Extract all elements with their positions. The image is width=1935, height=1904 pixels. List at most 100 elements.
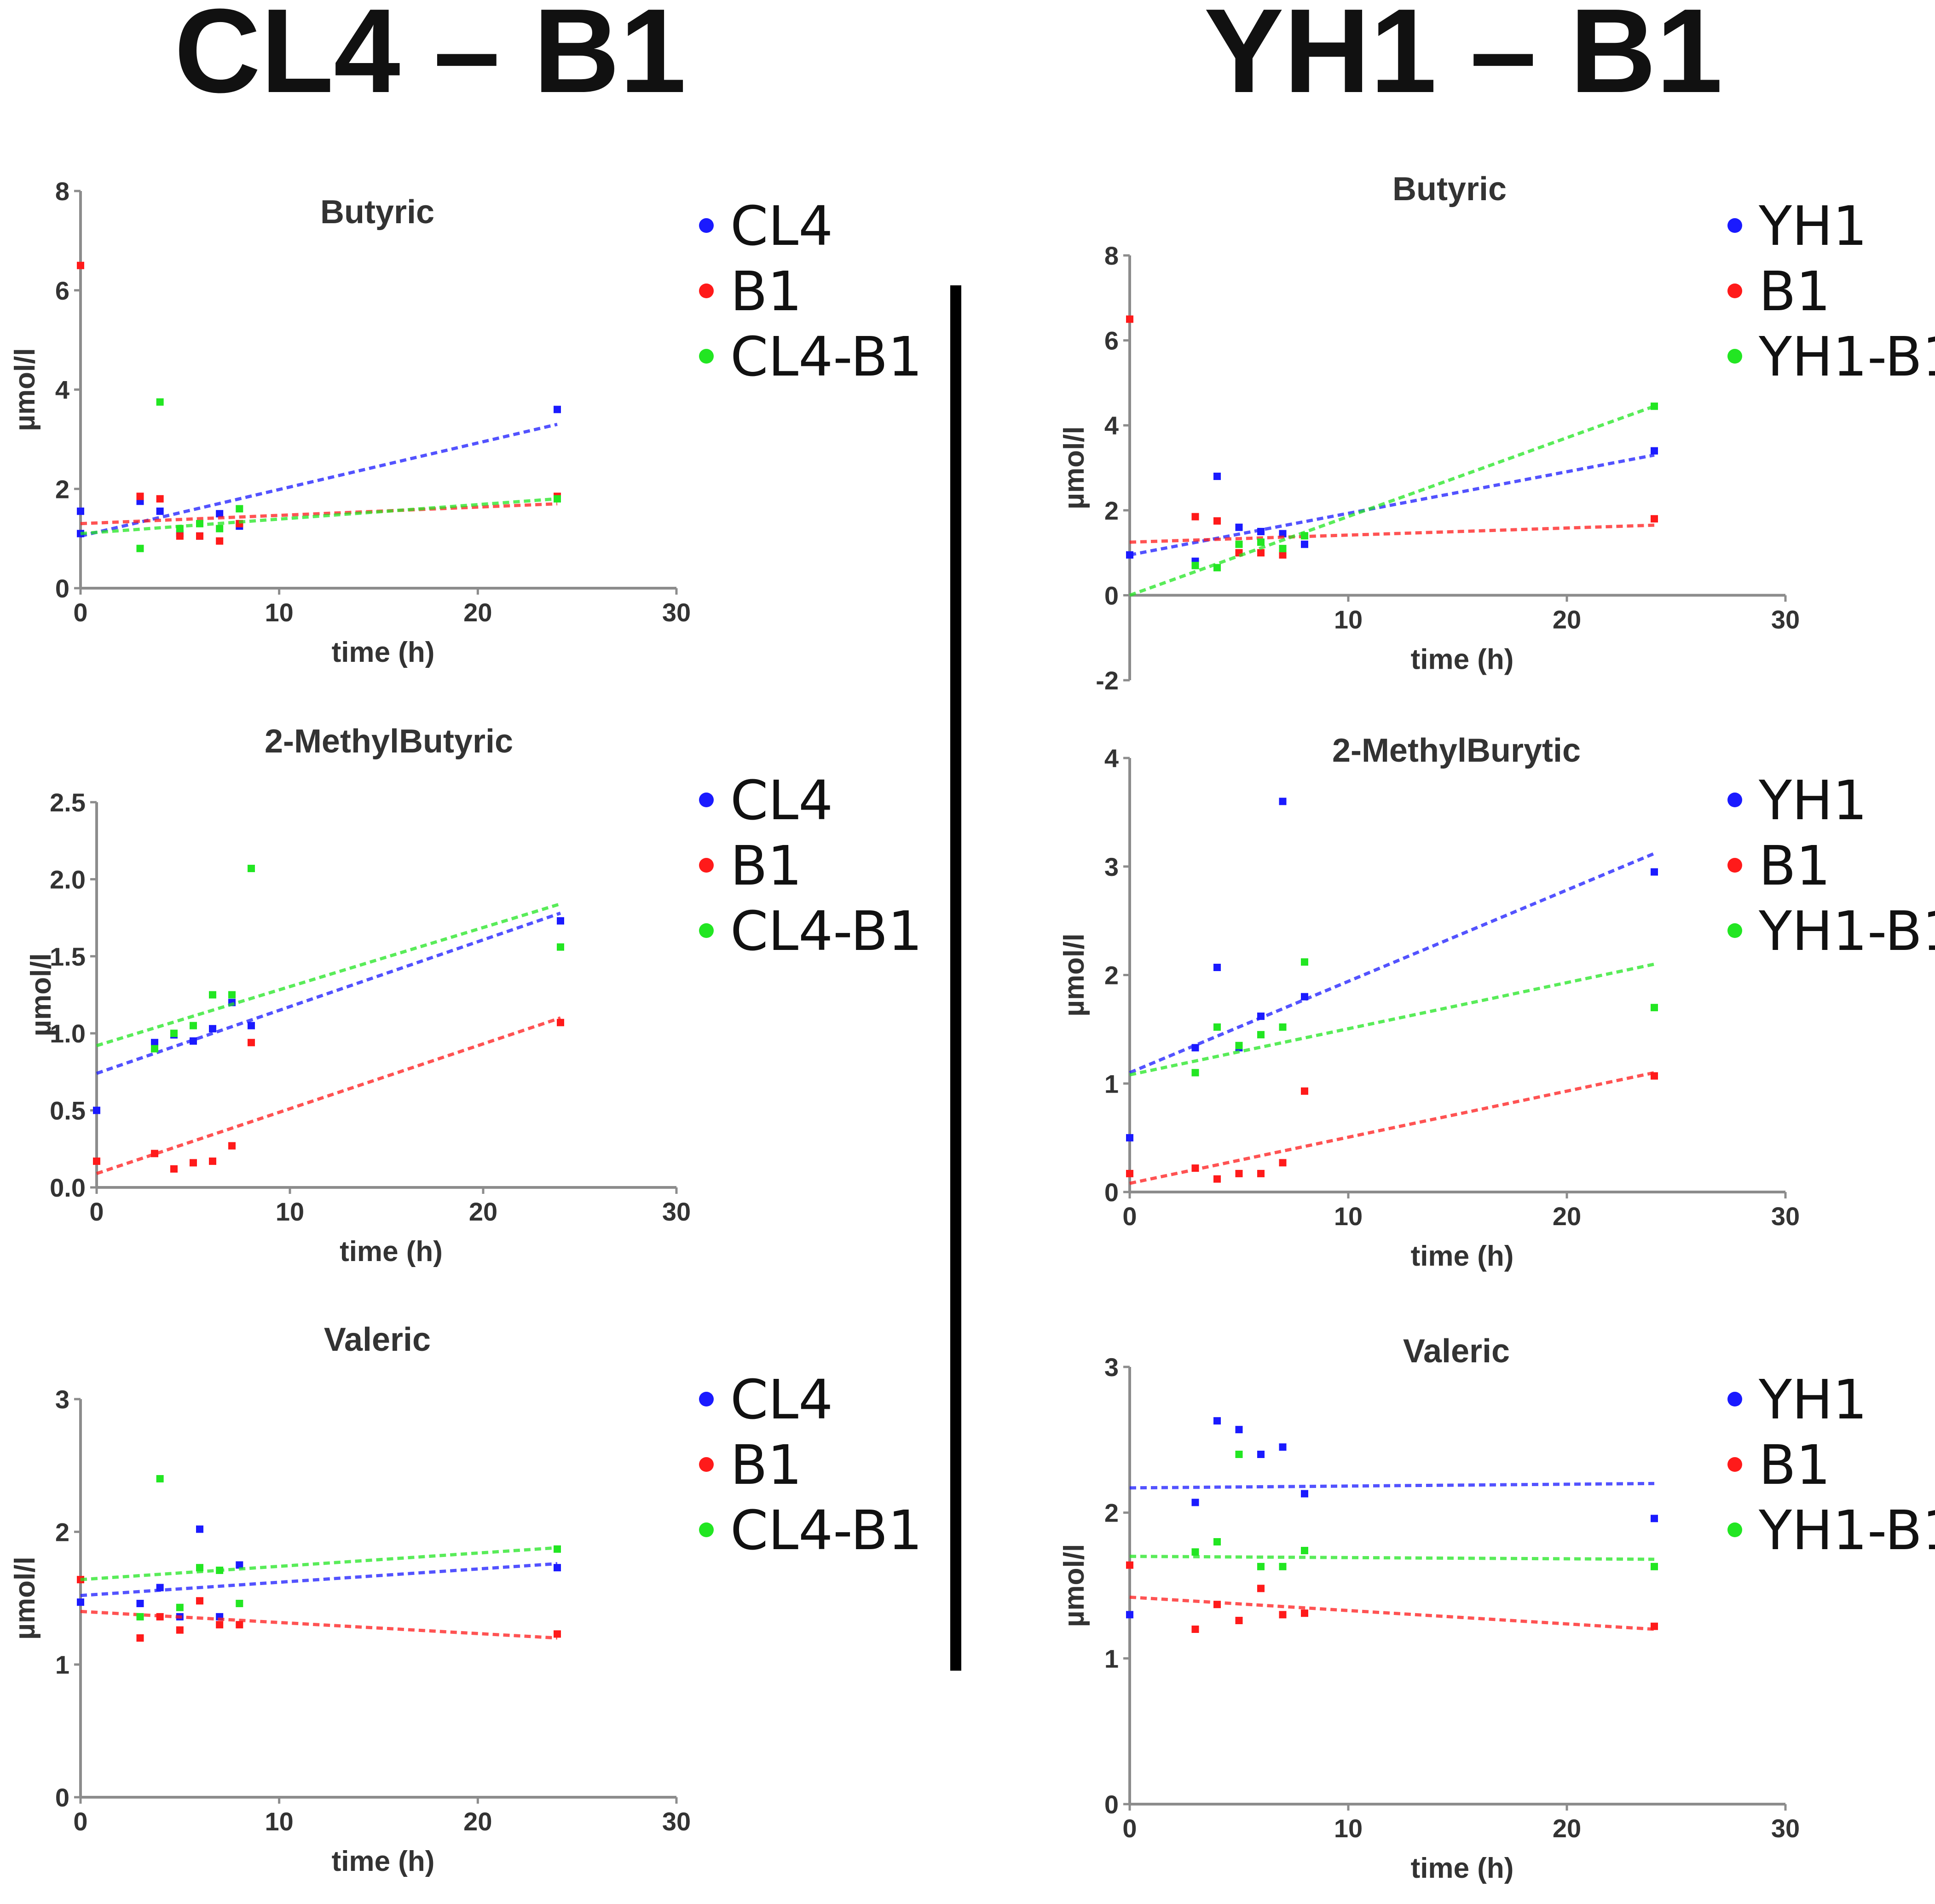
x-tick-label: 10 (265, 598, 294, 627)
data-point-yh1-b1 (1191, 561, 1199, 569)
data-point-cl4-b1 (236, 505, 243, 513)
data-point-cl4-b1 (557, 943, 564, 951)
data-point-cl4-b1 (196, 1564, 203, 1572)
data-point-cl4-b1 (156, 398, 164, 406)
legend-label-b1: B1 (1759, 1433, 1831, 1497)
data-point-cl4-b1 (554, 495, 561, 503)
data-point-yh1 (1213, 1417, 1221, 1425)
data-point-cl4 (156, 1584, 164, 1591)
data-point-cl4 (554, 405, 561, 413)
data-point-cl4-b1 (176, 525, 184, 532)
trend-line-b1 (80, 1609, 558, 1640)
data-point-b1 (1126, 315, 1133, 323)
data-point-cl4 (248, 1022, 255, 1030)
x-tick-label: 30 (1771, 1814, 1800, 1843)
data-point-cl4 (209, 1025, 216, 1033)
data-point-yh1 (1213, 963, 1221, 971)
data-point-yh1-b1 (1235, 1042, 1243, 1049)
data-point-yh1-b1 (1235, 540, 1243, 548)
data-point-b1 (1301, 1609, 1308, 1617)
data-point-yh1 (1651, 447, 1658, 455)
y-tick-label: 2.5 (50, 788, 86, 817)
x-tick-label: 10 (1334, 1202, 1363, 1231)
x-tick-label: 20 (1553, 605, 1581, 634)
y-tick-label: 2.0 (50, 865, 86, 894)
x-tick-label: 0 (89, 1197, 104, 1226)
data-point-yh1-b1 (1279, 1023, 1287, 1031)
data-point-cl4 (151, 1039, 158, 1047)
y-tick-label: 2 (55, 1517, 69, 1546)
data-point-cl4-b1 (228, 991, 236, 999)
y-tick-label: 3 (55, 1385, 69, 1414)
y-axis-label: µmol/l (1058, 1544, 1090, 1627)
x-axis-label: time (h) (332, 637, 435, 668)
legend-label-b1: B1 (730, 1433, 802, 1497)
data-point-yh1 (1257, 1451, 1265, 1458)
data-point-b1 (1279, 1611, 1287, 1619)
data-point-yh1-b1 (1213, 564, 1221, 572)
legend-marker-cl4 (699, 793, 714, 807)
y-tick-label: 8 (1104, 241, 1119, 270)
data-point-b1 (557, 1019, 564, 1026)
data-point-yh1 (1651, 868, 1658, 876)
data-point-yh1 (1191, 1044, 1199, 1052)
y-tick-label: -2 (1096, 666, 1119, 695)
data-point-cl4-b1 (216, 525, 224, 532)
data-point-cl4-b1 (136, 1613, 144, 1620)
data-point-b1 (1235, 1617, 1243, 1624)
trend-line-yh1-b1 (1129, 1555, 1655, 1561)
data-point-b1 (1651, 1072, 1658, 1080)
data-point-b1 (228, 1142, 236, 1150)
trend-line-b1 (80, 502, 558, 526)
legend-marker-yh1 (1727, 218, 1742, 233)
data-point-yh1 (1126, 1611, 1133, 1619)
data-point-cl4 (216, 510, 224, 518)
left-column-title: CL4 – B1 (174, 0, 687, 118)
y-tick-label: 2 (55, 475, 69, 503)
x-axis-label: time (h) (1411, 1852, 1514, 1884)
data-point-cl4-b1 (190, 1022, 197, 1030)
legend-marker-cl4 (699, 1392, 714, 1406)
data-point-b1 (170, 1165, 178, 1173)
data-point-b1 (236, 1621, 243, 1629)
chart-title: 2-MethylBurytic (1332, 732, 1581, 769)
data-point-b1 (93, 1157, 100, 1165)
data-point-yh1-b1 (1257, 538, 1265, 546)
data-point-b1 (1651, 515, 1658, 523)
data-point-yh1 (1126, 1134, 1133, 1142)
x-tick-label: 30 (662, 598, 691, 627)
data-point-cl4 (156, 507, 164, 515)
data-point-yh1-b1 (1257, 1031, 1265, 1039)
data-point-yh1-b1 (1213, 1538, 1221, 1545)
legend-marker-cl4-b1 (699, 1522, 714, 1537)
legend-marker-b1 (699, 1457, 714, 1472)
data-point-cl4 (196, 1525, 203, 1533)
legend-label-yh1-b1: YH1-B1 (1758, 899, 1935, 963)
legend-label-yh1-b1: YH1-B1 (1758, 325, 1935, 388)
legend-marker-b1 (1727, 284, 1742, 298)
data-point-yh1-b1 (1301, 1547, 1308, 1554)
y-tick-label: 6 (1104, 326, 1119, 355)
trend-line-yh1-b1 (1129, 962, 1655, 1076)
y-axis-label: µmol/l (9, 1557, 41, 1639)
data-point-yh1-b1 (1191, 1548, 1199, 1556)
legend-marker-yh1 (1727, 793, 1742, 807)
legend-marker-yh1-b1 (1727, 1522, 1742, 1537)
legend-label-cl4-b1: CL4-B1 (730, 1499, 923, 1562)
y-tick-label: 1 (1104, 1644, 1119, 1673)
data-point-b1 (1257, 1169, 1265, 1177)
legend-label-yh1: YH1 (1758, 194, 1867, 258)
trend-line-yh1 (1129, 852, 1655, 1074)
data-point-b1 (190, 1159, 197, 1167)
x-tick-label: 30 (1771, 1202, 1800, 1231)
trend-line-b1 (96, 1016, 561, 1175)
chart-4: Butyric -2 0 2 4 6 8 10 20 30 time (h) µmol/l YH1B1Y… (1058, 171, 1935, 695)
data-point-yh1-b1 (1279, 1563, 1287, 1570)
data-point-b1 (176, 1626, 184, 1634)
data-point-b1 (1213, 517, 1221, 525)
data-point-yh1-b1 (1191, 1069, 1199, 1076)
data-point-b1 (1213, 1601, 1221, 1609)
data-point-cl4-b1 (554, 1545, 561, 1553)
